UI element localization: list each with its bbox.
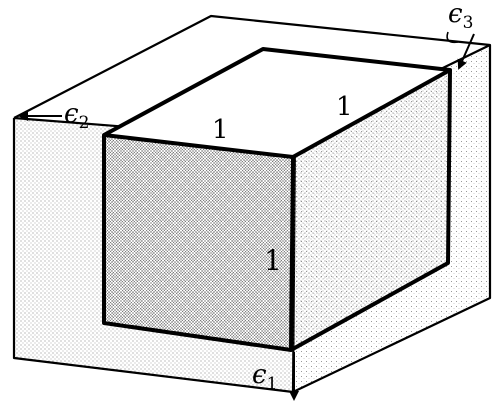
e1-subscript: 1: [267, 374, 278, 394]
unit-cube-side-face: [291, 70, 450, 350]
e3-symbol: ϵ: [448, 0, 463, 29]
axis-label-e2: ϵ2: [64, 99, 89, 133]
e3-arrow: [457, 33, 475, 70]
unit-cube-top-face: [104, 49, 450, 157]
unit-cube-edges: [102, 47, 452, 352]
unit-cube-front-face: [104, 135, 293, 350]
e2-subscript: 2: [79, 113, 90, 133]
edge-label-top-right: 1: [336, 92, 353, 122]
edge-label-top-left: 1: [212, 115, 229, 145]
axis-label-e3: ϵ3: [448, 0, 473, 33]
e3-subscript: 3: [463, 13, 474, 33]
e1-symbol: ϵ: [252, 360, 267, 390]
e3-rotation-arc: [446, 31, 459, 44]
e2-symbol: ϵ: [64, 99, 79, 129]
axis-label-e1: ϵ1: [252, 360, 277, 394]
edge-label-front-right: 1: [264, 244, 282, 277]
